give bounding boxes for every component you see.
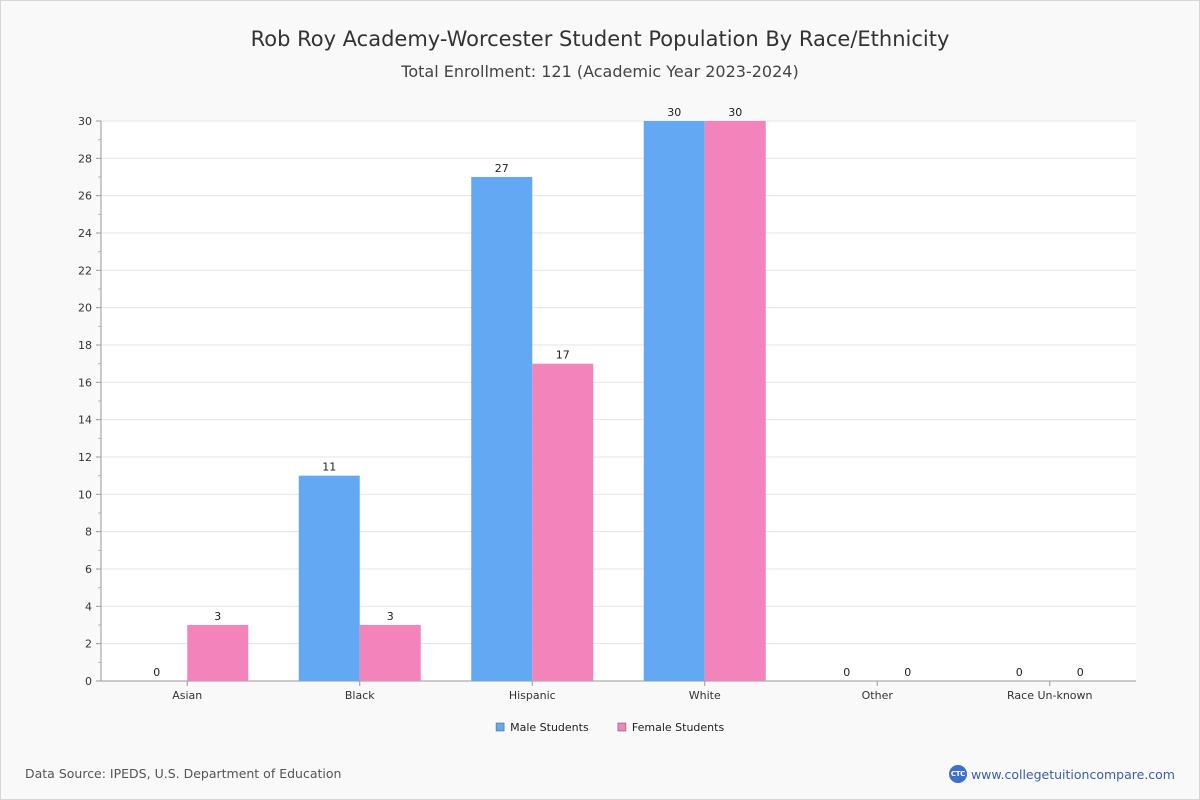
- y-tick-label: 24: [78, 227, 92, 240]
- y-tick-label: 28: [78, 152, 92, 165]
- y-tick-label: 10: [78, 488, 92, 501]
- legend-swatch: [617, 722, 627, 732]
- chart-title: Rob Roy Academy-Worcester Student Popula…: [250, 27, 950, 51]
- x-category-label: Black: [345, 689, 375, 702]
- x-category-label: White: [689, 689, 721, 702]
- y-tick-label: 0: [85, 675, 92, 688]
- y-tick-label: 18: [78, 339, 92, 352]
- bar-female-students: [704, 121, 766, 681]
- y-tick-label: 26: [78, 190, 92, 203]
- bar-value-label: 0: [153, 666, 160, 679]
- bar-value-label: 0: [904, 666, 911, 679]
- x-category-label: Hispanic: [509, 689, 556, 702]
- bar-value-label: 30: [667, 106, 681, 119]
- bar-value-label: 3: [387, 610, 394, 623]
- bar-male-students: [298, 475, 360, 681]
- x-category-label: Other: [862, 689, 894, 702]
- brand-url[interactable]: www.collegetuitioncompare.com: [970, 766, 1175, 782]
- data-source-note: Data Source: IPEDS, U.S. Department of E…: [25, 766, 342, 781]
- bar-value-label: 3: [214, 610, 221, 623]
- bar-value-label: 0: [1016, 666, 1023, 679]
- y-tick-label: 8: [85, 526, 92, 539]
- y-tick-label: 4: [85, 600, 92, 613]
- plot-area: [101, 121, 1136, 681]
- bar-value-label: 17: [556, 349, 570, 362]
- y-tick-label: 20: [78, 302, 92, 315]
- y-tick-label: 6: [85, 563, 92, 576]
- bar-female-students: [359, 625, 421, 681]
- chart-subtitle: Total Enrollment: 121 (Academic Year 202…: [401, 62, 799, 81]
- ctc-logo-icon: CTC: [948, 765, 967, 783]
- brand-link[interactable]: CTC www.collegetuitioncompare.com: [948, 765, 1175, 783]
- x-category-label: Race Un-known: [1007, 689, 1093, 702]
- bar-value-label: 0: [843, 666, 850, 679]
- y-tick-label: 22: [78, 264, 92, 277]
- bar-female-students: [532, 363, 594, 681]
- bar-value-label: 30: [728, 106, 742, 119]
- y-tick-label: 12: [78, 451, 92, 464]
- legend-label: Male Students: [510, 721, 589, 734]
- bar-value-label: 27: [495, 162, 509, 175]
- x-category-label: Asian: [172, 689, 202, 702]
- y-tick-label: 30: [78, 115, 92, 128]
- y-tick-label: 16: [78, 376, 92, 389]
- bar-male-students: [643, 121, 705, 681]
- bar-female-students: [187, 625, 249, 681]
- legend-swatch: [495, 722, 505, 732]
- bar-value-label: 11: [322, 461, 336, 474]
- bar-male-students: [471, 177, 533, 681]
- legend-label: Female Students: [632, 721, 725, 734]
- y-tick-label: 2: [85, 638, 92, 651]
- y-tick-label: 14: [78, 414, 92, 427]
- bar-value-label: 0: [1077, 666, 1084, 679]
